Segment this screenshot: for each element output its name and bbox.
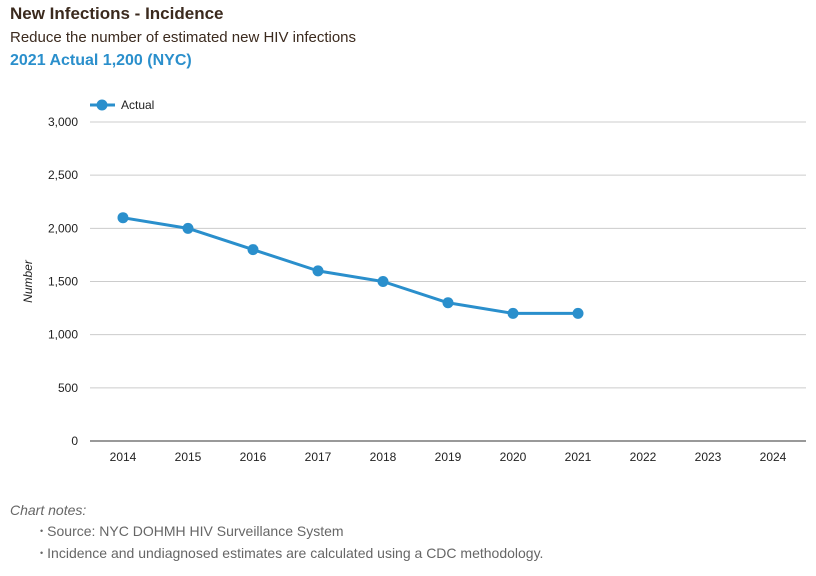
x-tick-label: 2020 [500,450,527,464]
chart-note-item: • Source: NYC DOHMH HIV Surveillance Syst… [40,523,543,539]
x-tick-label: 2024 [760,450,787,464]
line-chart: 0 500 1,000 1,500 2,000 2,500 3,000 2014 2015 201… [21,98,806,464]
data-point [442,297,454,309]
data-point [312,265,324,277]
y-tick-label: 2,000 [48,221,78,235]
y-tick-label: 2,500 [48,168,78,182]
chart-notes-list: • Source: NYC DOHMH HIV Surveillance Syst… [40,523,543,567]
data-point [377,276,389,287]
y-tick-label: 1,000 [48,328,78,342]
x-tick-label: 2015 [175,450,202,464]
series-line-actual [122,216,578,315]
chart-note-text: Source: NYC DOHMH HIV Surveillance Syste… [47,523,344,539]
y-tick-label: 1,500 [48,275,78,289]
chart-title: New Infections - Incidence [10,4,224,23]
x-tick-label: 2023 [695,450,722,464]
x-tick-label: 2021 [565,450,592,464]
data-point [572,307,584,319]
x-tick-label: 2016 [240,450,267,464]
x-tick-label: 2022 [630,450,657,464]
legend-marker [96,99,108,111]
x-tick-label: 2019 [435,450,462,464]
x-tick-label: 2014 [110,450,137,464]
chart-note-text: Incidence and undiagnosed estimates are … [47,545,544,561]
chart-subtitle: Reduce the number of estimated new HIV i… [10,29,357,46]
legend-label: Actual [121,98,154,112]
x-tick-label: 2018 [370,450,397,464]
y-tick-label: 500 [58,381,78,395]
y-axis-label: Number [21,259,35,303]
y-tick-label: 0 [71,434,78,448]
x-tick-label: 2017 [305,450,332,464]
headline-value: 2021 Actual 1,200 (NYC) [10,52,192,69]
y-tick-label: 3,000 [48,115,78,129]
data-point [182,222,194,234]
chart-notes-title: Chart notes: [10,502,87,518]
data-point [247,244,259,256]
data-point [117,212,129,224]
bullet-icon: • [40,526,44,536]
bullet-icon: • [40,548,44,558]
data-point [507,307,519,319]
chart-note-item: • Incidence and undiagnosed estimates are… [40,545,543,561]
